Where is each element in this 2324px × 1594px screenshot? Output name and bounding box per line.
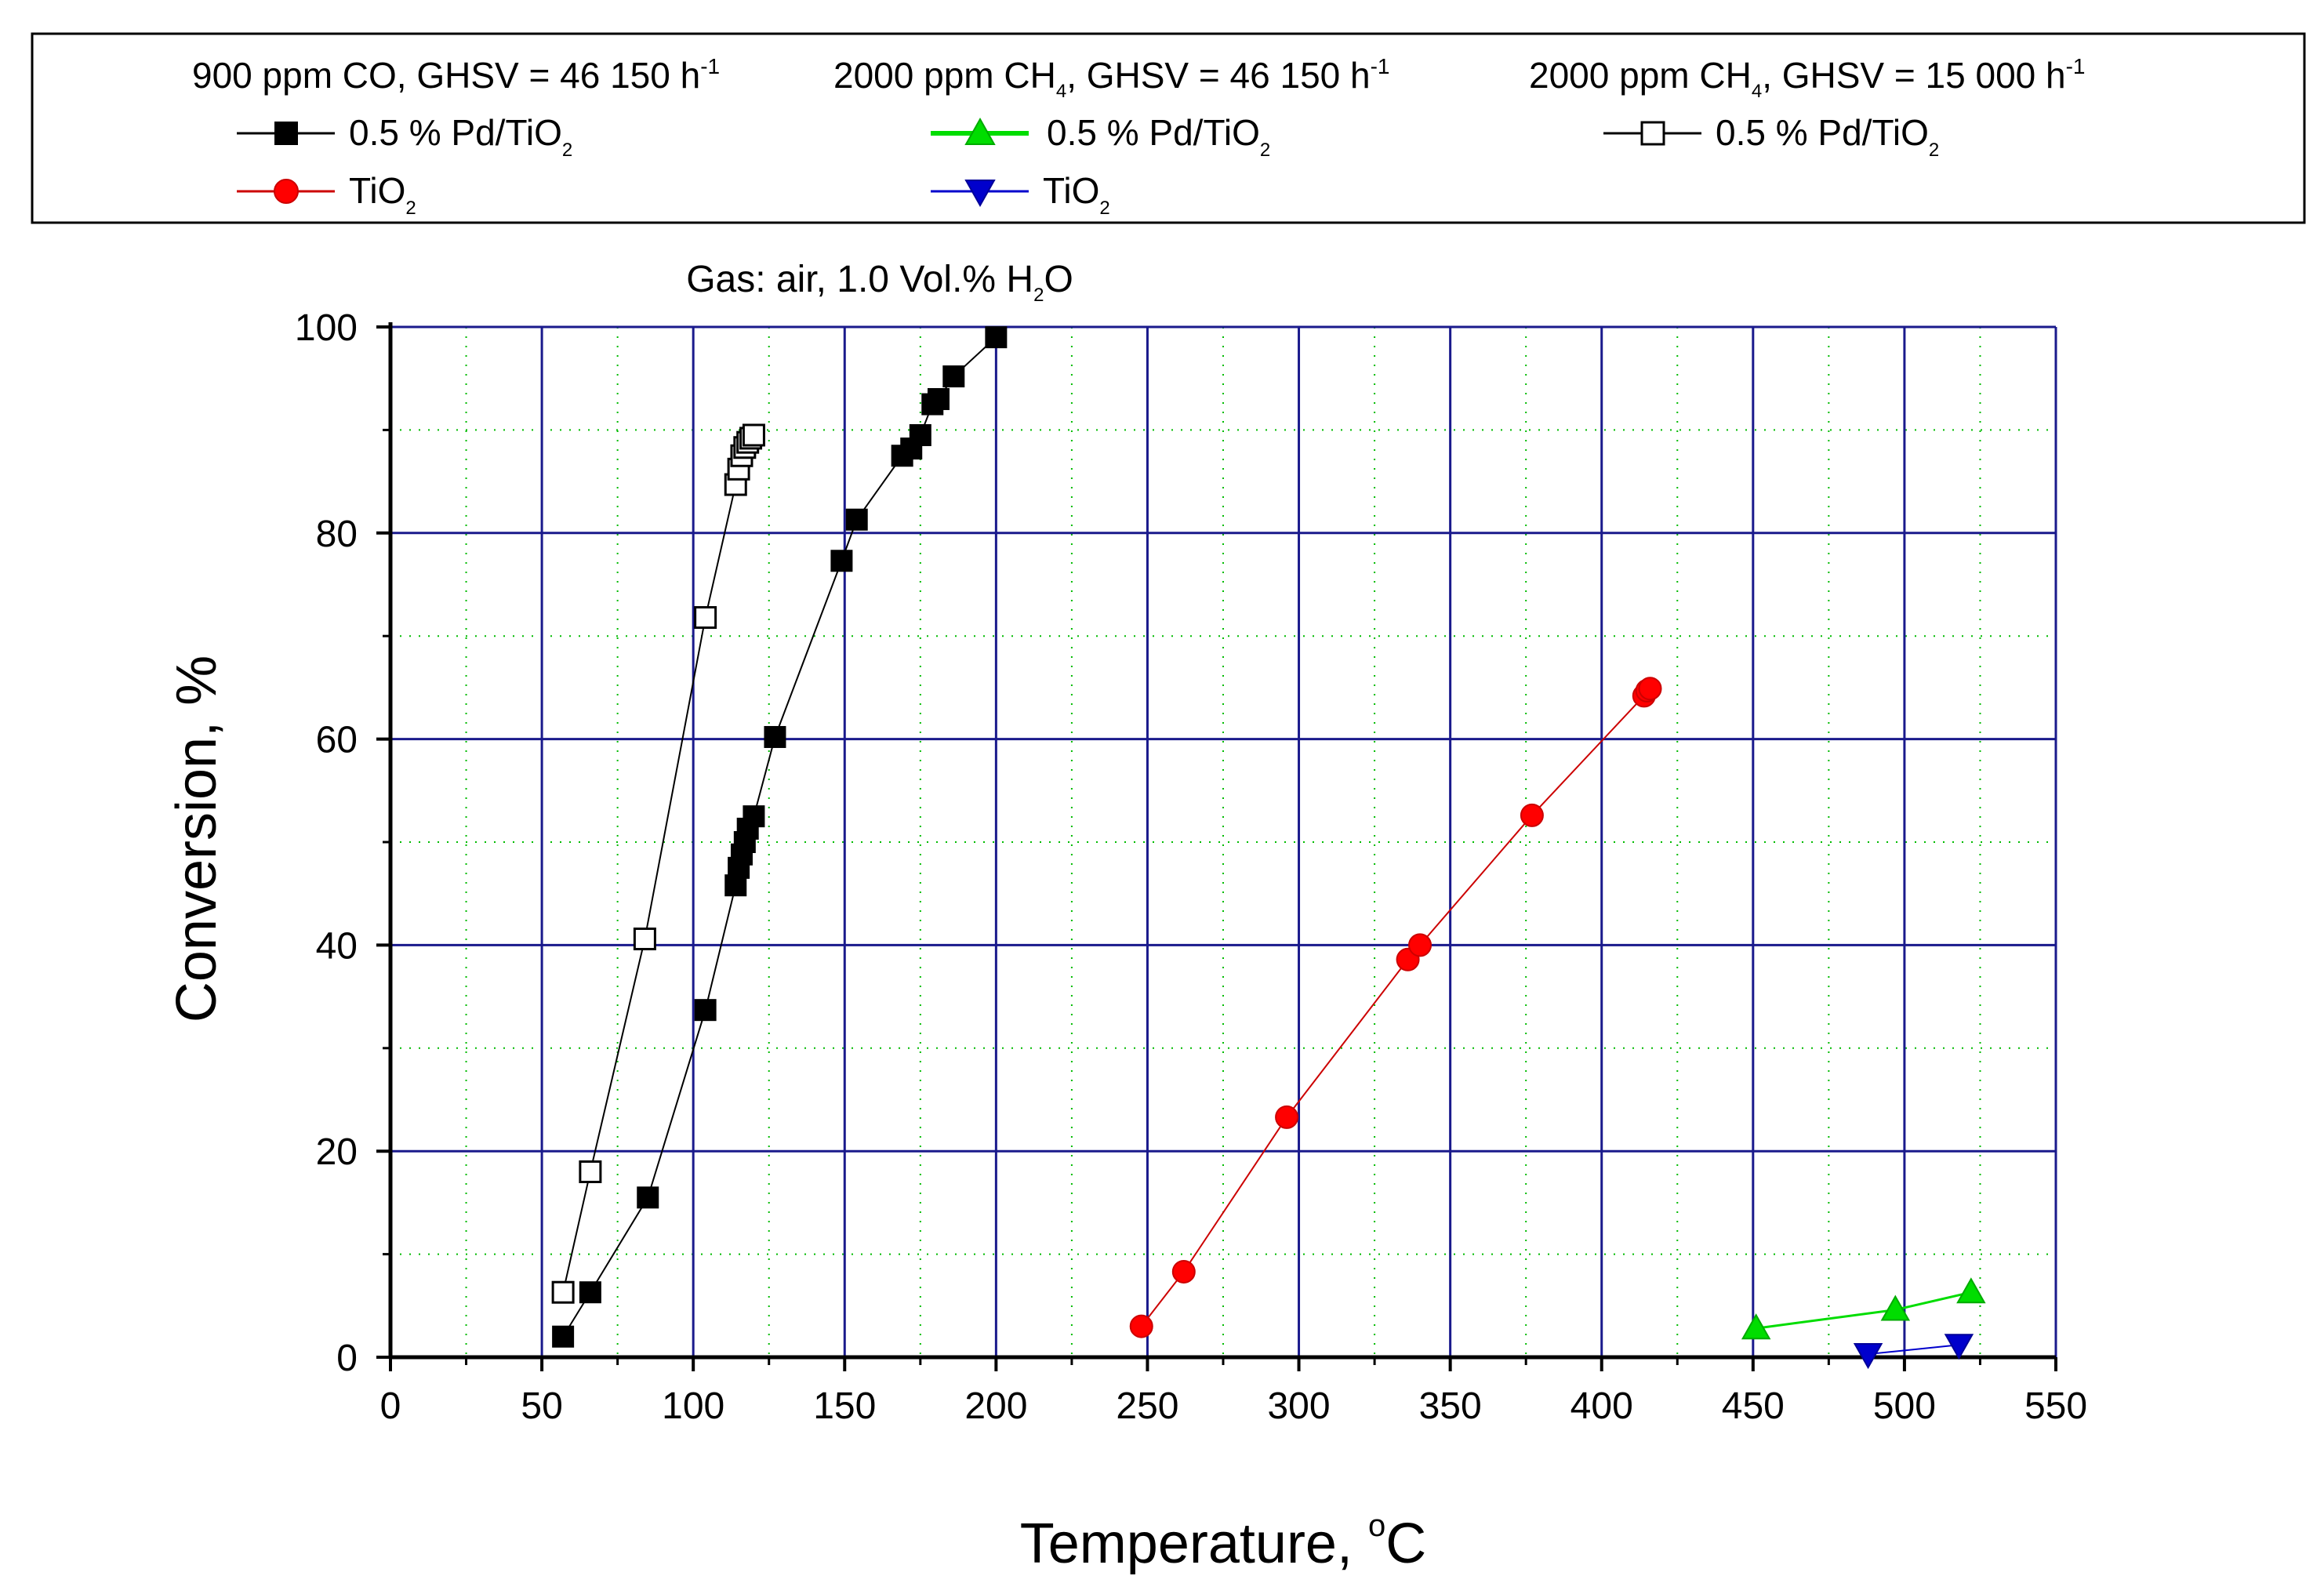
legend-frame (31, 32, 2306, 224)
x-tick-label: 300 (1267, 1385, 1330, 1427)
x-tick-label: 250 (1116, 1385, 1178, 1427)
data-point-co-pd (764, 725, 786, 748)
y-tick-label: 20 (316, 1131, 358, 1173)
legend-label-ch4-pd: 0.5 % Pd/TiO2 (1047, 112, 1270, 161)
data-point-co-pd (927, 387, 950, 410)
x-tick-label: 200 (964, 1385, 1027, 1427)
y-tick-label: 40 (316, 925, 358, 967)
data-point-co-pd (579, 1281, 601, 1304)
legend-label-co-pd: 0.5 % Pd/TiO2 (349, 112, 572, 161)
legend: 900 ppm CO, GHSV = 46 150 h-1 2000 ppm C… (31, 32, 2306, 224)
legend-label-ch4-pd-15000: 0.5 % Pd/TiO2 (1716, 112, 1939, 161)
data-point-co-tio2 (1520, 803, 1544, 827)
legend-marker-co-tio2 (274, 179, 299, 204)
data-point-co-pd (694, 999, 717, 1022)
legend-entry-ch4-tio2: TiO2 (931, 170, 1110, 219)
legend-marker-ch4-tio2 (964, 180, 996, 208)
data-point-co-pd (845, 508, 868, 531)
data-point-co-tio2 (1129, 1314, 1153, 1338)
legend-entry-ch4-pd: 0.5 % Pd/TiO2 (931, 112, 1270, 161)
data-point-co-pd (830, 550, 853, 572)
legend-group-ch4-15000-header: 2000 ppm CH4, GHSV = 15 000 h-1 (1529, 54, 2086, 102)
major-gridlines (390, 325, 2057, 1357)
x-tick-label: 100 (662, 1385, 724, 1427)
y-tick-label: 80 (316, 514, 358, 555)
x-tick-label: 500 (1873, 1385, 1936, 1427)
y-tick-label: 0 (336, 1338, 358, 1379)
series-line-ch4-tio2 (1868, 1344, 1959, 1356)
x-tick-label: 0 (380, 1385, 401, 1427)
y-tick-label: 100 (295, 307, 358, 349)
legend-marker-co-pd (274, 122, 298, 145)
data-point-co-pd (985, 326, 1008, 349)
legend-label-ch4-tio2: TiO2 (1043, 170, 1110, 219)
x-tick-label: 50 (521, 1385, 562, 1427)
data-point-ch4-pd-15000 (551, 1280, 575, 1304)
data-point-ch4-pd-15000 (579, 1160, 602, 1183)
legend-marker-ch4-pd-15000 (1640, 121, 1665, 146)
x-tick-label: 400 (1571, 1385, 1633, 1427)
data-point-ch4-pd (1956, 1277, 1986, 1304)
y-tick-label: 60 (316, 720, 358, 761)
data-point-ch4-pd (1880, 1294, 1911, 1321)
data-point-ch4-pd-15000 (742, 423, 765, 447)
x-axis-title: Temperature, oC (1020, 1509, 1426, 1575)
legend-label-co-tio2: TiO2 (349, 170, 416, 219)
data-point-co-pd (909, 423, 931, 446)
data-point-co-tio2 (1408, 933, 1433, 957)
y-axis-title: Conversion, % (165, 655, 228, 1022)
legend-entry-co-tio2: TiO2 (237, 170, 416, 219)
data-point-co-tio2 (1171, 1259, 1196, 1284)
x-tick-label: 450 (1722, 1385, 1785, 1427)
legend-marker-ch4-pd (964, 117, 996, 145)
data-point-ch4-pd-15000 (694, 606, 717, 630)
data-point-ch4-pd-15000 (633, 928, 656, 951)
axis-tick-labels: 0 50 100 150 200 250 300 350 400 450 500 550 0 20 40 60… (295, 307, 2087, 1427)
x-tick-label: 550 (2024, 1385, 2087, 1427)
x-tick-label: 150 (813, 1385, 876, 1427)
series-markers (551, 326, 1986, 1370)
data-point-ch4-tio2 (1944, 1334, 1974, 1360)
data-point-co-pd (743, 805, 765, 828)
axis-ticks (376, 325, 2057, 1371)
data-point-co-pd (637, 1186, 659, 1209)
legend-group-ch4-46150-header: 2000 ppm CH4, GHSV = 46 150 h-1 (833, 54, 1390, 102)
legend-entry-co-pd: 0.5 % Pd/TiO2 (237, 112, 572, 161)
x-tick-label: 350 (1419, 1385, 1482, 1427)
data-point-co-tio2 (1638, 677, 1662, 701)
data-point-co-tio2 (1275, 1105, 1299, 1129)
data-point-co-pd (552, 1325, 575, 1348)
legend-entry-ch4-pd-15000: 0.5 % Pd/TiO2 (1603, 112, 1939, 161)
chart-title: Gas: air, 1.0 Vol.% H2O (686, 259, 1073, 306)
data-point-ch4-tio2 (1853, 1343, 1883, 1370)
data-point-ch4-pd (1741, 1313, 1771, 1340)
legend-group-co-header: 900 ppm CO, GHSV = 46 150 h-1 (192, 54, 720, 96)
data-point-co-pd (942, 365, 965, 388)
